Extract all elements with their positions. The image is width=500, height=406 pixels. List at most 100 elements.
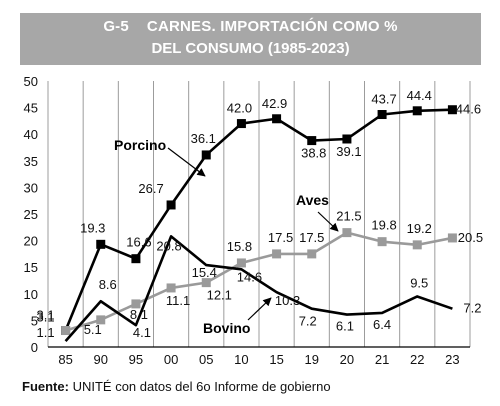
y-tick-label: 15: [24, 260, 38, 275]
y-tick-label: 30: [24, 180, 38, 195]
data-label-aves: 3.1: [37, 310, 55, 325]
data-label-aves: 17.5: [299, 230, 324, 245]
y-tick-label: 40: [24, 127, 38, 142]
data-label-bovino: 14.6: [237, 269, 262, 284]
y-tick-label: 10: [24, 287, 38, 302]
data-point-porcino: [412, 106, 422, 116]
x-tick-label: 95: [129, 352, 143, 367]
data-label-aves: 5.1: [84, 322, 102, 337]
data-point-aves: [272, 249, 282, 259]
chart-title-text: CARNES. IMPORTACIÓN COMO %: [146, 18, 398, 35]
data-point-porcino: [447, 105, 457, 115]
data-label-bovino: 6.1: [336, 319, 354, 334]
data-point-porcino: [342, 134, 352, 144]
data-point-aves: [131, 299, 141, 309]
data-label-porcino: 36.1: [191, 131, 216, 146]
data-point-aves: [377, 237, 387, 247]
data-label-porcino: 42.9: [262, 96, 287, 111]
x-tick-label: 19: [305, 352, 319, 367]
data-label-porcino: 42.0: [227, 101, 252, 116]
data-label-porcino: 43.7: [371, 92, 396, 107]
data-point-porcino: [201, 150, 211, 160]
data-label-porcino: 26.7: [138, 181, 163, 196]
annotation-arrow: [167, 147, 206, 177]
data-point-aves: [236, 258, 246, 268]
data-label-aves: 8.1: [130, 307, 148, 322]
data-label-aves: 11.1: [166, 293, 190, 308]
series-annotation-label: Porcino: [114, 137, 166, 153]
data-point-aves: [447, 233, 457, 243]
data-label-aves: 19.2: [407, 221, 432, 236]
annotation-arrow: [247, 297, 272, 321]
x-tick-label: 15: [269, 352, 283, 367]
data-label-bovino: 10.3: [275, 293, 300, 308]
y-tick-label: 45: [24, 101, 38, 116]
data-label-bovino: 4.1: [133, 325, 151, 340]
data-point-porcino: [96, 239, 106, 249]
data-label-bovino: 8.6: [99, 277, 117, 292]
data-label-aves: 12.1: [207, 288, 232, 303]
chart-header: G-5 CARNES. IMPORTACIÓN COMO % DEL CONSUM…: [20, 13, 481, 65]
data-point-aves: [307, 249, 317, 259]
data-point-aves: [96, 315, 106, 325]
x-tick-label: 21: [375, 352, 389, 367]
data-label-bovino: 20.8: [156, 238, 181, 253]
source-text: UNITÉ con datos del 6o Informe de gobier…: [72, 379, 331, 394]
series-line-aves: [65, 231, 453, 332]
annotation-arrow: [317, 211, 339, 232]
data-label-bovino: 6.4: [373, 317, 391, 332]
x-tick-label: 00: [164, 352, 178, 367]
x-tick-label: 20: [340, 352, 354, 367]
x-tick-label: 22: [410, 352, 424, 367]
source-note: Fuente: UNITÉ con datos del 6o Informe d…: [22, 379, 331, 394]
data-label-bovino: 9.5: [410, 275, 428, 290]
data-label-porcino: 16.6: [126, 235, 151, 250]
x-tick-label: 85: [58, 352, 72, 367]
data-label-porcino: 19.3: [80, 220, 105, 235]
data-point-aves: [412, 240, 422, 250]
data-point-aves: [342, 228, 352, 238]
source-label: Fuente:: [22, 379, 69, 394]
chart-title-line2: DEL CONSUMO (1985-2023): [151, 40, 350, 57]
data-point-porcino: [131, 254, 141, 264]
data-label-aves: 19.8: [371, 218, 396, 233]
data-label-bovino: 1.1: [37, 325, 55, 340]
data-label-porcino: 44.6: [456, 102, 481, 117]
data-point-aves: [201, 278, 211, 288]
data-label-aves: 15.8: [227, 239, 252, 254]
data-point-porcino: [307, 136, 317, 146]
series-annotation-label: Bovino: [203, 320, 250, 336]
data-label-aves: 20.5: [458, 230, 483, 245]
y-tick-label: 25: [24, 207, 38, 222]
y-tick-label: 0: [31, 340, 38, 355]
data-label-aves: 21.5: [336, 209, 361, 224]
x-tick-label: 90: [94, 352, 108, 367]
data-label-bovino: 7.2: [463, 301, 481, 316]
data-point-aves: [166, 283, 176, 293]
data-point-porcino: [272, 114, 282, 124]
data-label-porcino: 38.8: [301, 146, 326, 161]
data-label-porcino: 39.1: [336, 144, 361, 159]
x-tick-label: 10: [234, 352, 248, 367]
data-label-bovino: 7.2: [299, 314, 317, 329]
data-point-aves: [61, 326, 71, 336]
data-label-bovino: 15.4: [192, 265, 217, 280]
series-line-porcino: [64, 108, 453, 331]
x-tick-label: 05: [199, 352, 213, 367]
series-line-bovino: [64, 235, 453, 343]
data-point-porcino: [236, 119, 246, 129]
x-tick-label: 23: [445, 352, 459, 367]
data-label-porcino: 3.1: [37, 308, 55, 323]
y-tick-label: 50: [24, 74, 38, 89]
y-tick-label: 35: [24, 154, 38, 169]
data-label-aves: 17.5: [268, 230, 293, 245]
y-tick-label: 20: [24, 234, 38, 249]
data-point-porcino: [166, 200, 176, 210]
chart-code: G-5: [103, 18, 129, 35]
data-label-porcino: 44.4: [407, 88, 432, 103]
y-tick-label: 5: [31, 313, 38, 328]
data-point-porcino: [377, 110, 387, 120]
chart-title-line1: G-5 CARNES. IMPORTACIÓN COMO %: [20, 18, 481, 35]
series-annotation-label: Aves: [296, 192, 329, 208]
